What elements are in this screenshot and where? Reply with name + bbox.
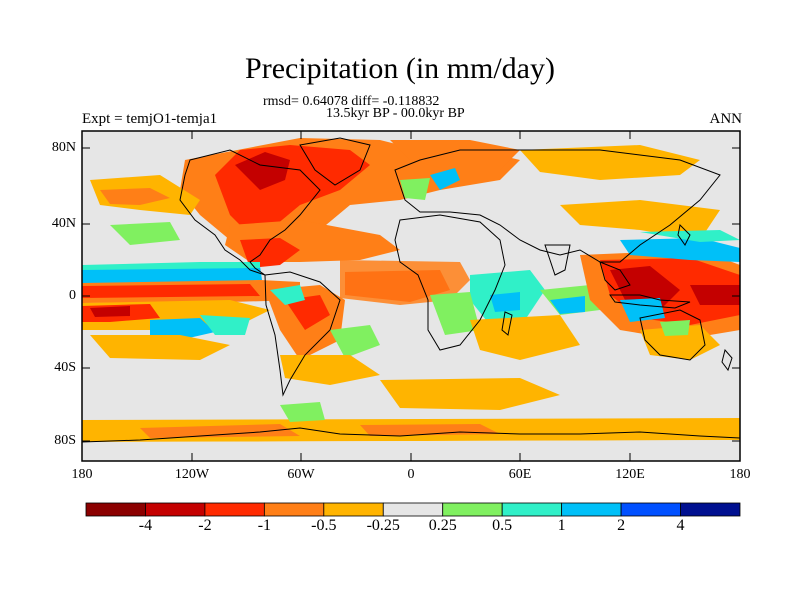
anomaly-region-amazon-red [285, 295, 330, 330]
colorbar-swatch-10 [680, 502, 741, 517]
coastline-southeast-asia [599, 261, 631, 291]
rmsd-diff-stats: rmsd= 0.64078 diff= -0.118832 [263, 94, 440, 109]
anomaly-region-africa-deep-blue [490, 292, 520, 312]
colorbar-swatch-5 [382, 502, 444, 517]
coastline-south-america [264, 271, 341, 397]
colorbar-tick-label: -2 [198, 517, 212, 534]
lat-label-eq: 0 [69, 288, 76, 303]
anomaly-region-south-pacific-dark [90, 306, 130, 317]
colorbar-swatch-6 [442, 502, 503, 517]
anomaly-region-south-indian-yellow [380, 378, 560, 410]
coastline-indonesia [609, 294, 691, 309]
anomaly-region-south-pacific-blue [150, 318, 215, 340]
lat-label-80s: 80S [54, 433, 76, 448]
colorbar-swatch-7 [501, 502, 563, 517]
colorbar-tick-label: -1 [257, 517, 272, 534]
plot-title: Precipitation (in mm/day) [245, 52, 555, 85]
colorbar-tick-label: 2 [617, 517, 626, 534]
colorbar-tick-label: -4 [138, 517, 153, 534]
colorbar-tick-label: 0.5 [492, 517, 513, 534]
lat-label-40n: 40N [51, 216, 76, 231]
coastlines [82, 137, 740, 443]
anomaly-region-southern-ocean-orange-2 [360, 424, 500, 436]
colorbar-tick-label: -0.5 [311, 517, 337, 534]
axis-ticks [82, 131, 740, 461]
anomaly-region-sa-cyan [270, 285, 305, 305]
anomaly-region-southern-ocean-orange [140, 424, 300, 438]
experiment-label: Expt = temjO1-temja1 [82, 111, 218, 127]
lon-label-60e: 60E [508, 467, 532, 482]
anomaly-region-scandinavia-blue [430, 168, 460, 190]
colorbar-swatch-9 [620, 502, 681, 517]
anomaly-region-tropical-pacific-cyan [82, 262, 260, 270]
anomaly-region-north-pacific-orange [100, 188, 170, 205]
coastline-australia [639, 309, 706, 361]
anomaly-region-maritime-dark-east [690, 285, 740, 305]
lon-label-180-west: 180 [71, 467, 93, 482]
colorbar-tick-label: 0.25 [428, 517, 457, 534]
lon-label-0: 0 [407, 467, 415, 482]
anomaly-region-arctic-orange [390, 140, 520, 170]
time-period-label: 13.5kyr BP - 00.0kyr BP [326, 106, 465, 121]
colorbar-swatch-8 [561, 502, 622, 517]
anomaly-region-south-atlantic-green [330, 325, 380, 358]
anomaly-region-south-pacific-cyan [200, 315, 250, 335]
precipitation-anomaly-field [82, 138, 740, 461]
anomaly-region-indian-ocean-yellow [470, 315, 580, 360]
anomaly-region-europe-green [400, 178, 430, 200]
anomaly-region-eurasia-yellow [520, 145, 700, 180]
lon-label-60w: 60W [287, 467, 315, 482]
anomaly-region-australia-yellow [640, 325, 720, 360]
anomaly-region-caribbean-red [240, 238, 300, 268]
coastline-madagascar [501, 311, 513, 336]
colorbar-swatch-4 [323, 502, 384, 517]
coastline-antarctica [82, 427, 740, 443]
anomaly-region-indian-ocean-blue [550, 296, 585, 314]
coastline-greenland [299, 137, 371, 186]
lat-label-40s: 40S [54, 360, 76, 375]
coastline-north-america [179, 149, 321, 276]
anomaly-region-south-pacific-outer-yellow [90, 335, 230, 360]
colorbar [85, 502, 741, 517]
lon-label-120w: 120W [174, 467, 210, 482]
colorbar-swatch-2 [204, 502, 265, 517]
lat-label-80n: 80N [51, 140, 76, 155]
colorbar-tick-label: 1 [557, 517, 566, 534]
anomaly-region-equatorial-red-band [82, 284, 260, 298]
colorbar-tick-label: -0.25 [366, 517, 400, 534]
anomaly-region-africa-green [430, 292, 480, 335]
lon-label-120e: 120E [615, 467, 645, 482]
coastline-africa [394, 214, 506, 351]
colorbar-swatch-0 [85, 502, 146, 517]
anomaly-region-greenland-dark [235, 152, 290, 190]
season-label: ANN [709, 111, 743, 127]
anomaly-region-maritime-dark [610, 266, 680, 310]
anomaly-region-south-atlantic-yellow [280, 355, 380, 385]
colorbar-swatch-3 [263, 502, 325, 517]
colorbar-swatch-1 [145, 502, 206, 517]
anomaly-region-west-pacific-yellow [560, 200, 720, 240]
anomaly-region-southern-ocean-green [280, 402, 325, 422]
coastline-india [544, 244, 571, 276]
anomaly-region-equatorial-atlantic-orange [340, 260, 470, 305]
anomaly-region-antarctic-coast-gray [82, 440, 740, 461]
anomaly-region-west-pacific-blue-north [620, 238, 740, 262]
colorbar-tick-label: 4 [676, 517, 685, 534]
lon-label-180-east: 180 [729, 467, 751, 482]
coastline-japan [677, 223, 691, 246]
anomaly-region-pacific-green-north [110, 222, 180, 245]
anomaly-region-australia-green [660, 320, 690, 336]
coastline-new-zealand [721, 348, 733, 372]
